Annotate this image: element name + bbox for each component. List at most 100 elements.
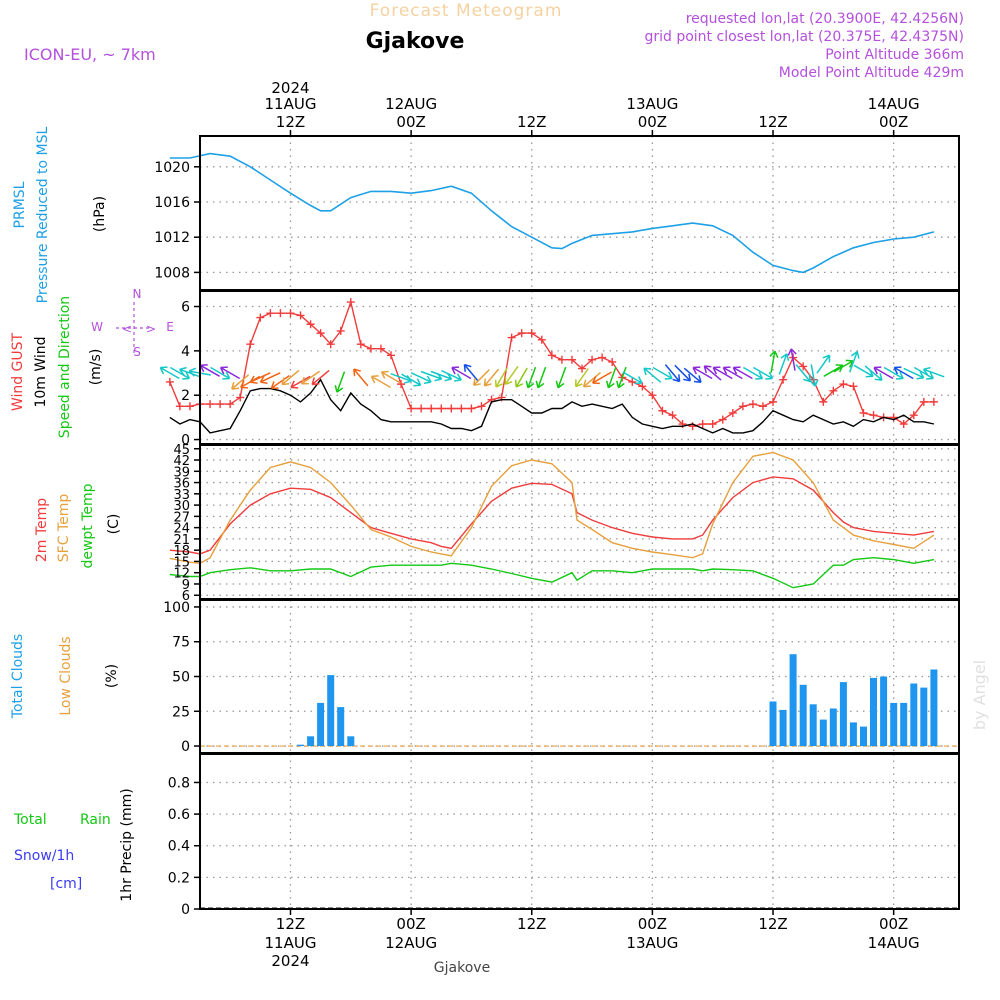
cloud-bar bbox=[297, 744, 304, 747]
wind-gust-marker bbox=[598, 353, 607, 362]
wind-dir-label: Speed and Direction bbox=[57, 296, 73, 438]
wind-direction-arrow bbox=[753, 366, 774, 380]
panel-frame bbox=[199, 135, 960, 291]
wind-gust-marker bbox=[175, 402, 184, 411]
wind-gust-marker bbox=[376, 344, 385, 353]
wind-gust-marker bbox=[869, 411, 878, 420]
y-tick-label: 36 bbox=[173, 477, 190, 492]
wind-direction-arrow bbox=[883, 366, 904, 380]
y-tick-label: 75 bbox=[172, 635, 190, 651]
compass-cross bbox=[116, 302, 152, 355]
y-tick-label: 4 bbox=[181, 344, 190, 360]
compass-letter: N bbox=[133, 287, 142, 301]
wind-direction-arrow bbox=[722, 366, 743, 380]
top-x-tick-label: 00Z bbox=[879, 113, 908, 131]
wind-direction-arrow bbox=[249, 372, 271, 384]
cloud-bar bbox=[779, 709, 787, 747]
wind-gust-marker bbox=[919, 397, 928, 406]
wind-direction-arrow bbox=[622, 371, 643, 385]
wind-gust-marker bbox=[648, 391, 657, 400]
wind-direction-arrow bbox=[605, 366, 617, 389]
wind-gust-marker bbox=[899, 420, 908, 429]
wind-gust-marker bbox=[929, 397, 938, 406]
bottom-x-tick-label: 00Z bbox=[638, 915, 667, 933]
precip-ylabel: 1hr Precip (mm) bbox=[119, 788, 135, 901]
precip-rain-label: Rain bbox=[80, 812, 111, 828]
top-x-tick-label: 12Z bbox=[758, 113, 787, 131]
wind-gust-marker bbox=[668, 411, 677, 420]
wind-direction-arrow bbox=[259, 372, 281, 384]
wind-gust-marker bbox=[738, 402, 747, 411]
y-tick-label: 27 bbox=[173, 510, 190, 525]
y-tick-label: 0 bbox=[181, 902, 190, 918]
bottom-x-tick-label: 00Z bbox=[879, 915, 908, 933]
wind-direction-arrow bbox=[555, 366, 567, 389]
snow-unit-label: [cm] bbox=[50, 876, 82, 892]
wind-direction-arrow bbox=[778, 353, 790, 375]
bottom-x-tick-label: 13AUG bbox=[626, 934, 678, 952]
cloud-bar bbox=[870, 677, 877, 747]
y-tick-label: 0.6 bbox=[168, 807, 190, 823]
wind-gust-marker bbox=[326, 340, 335, 349]
sfc-temp-label: SFC Temp bbox=[56, 494, 72, 563]
y-tick-label: 1012 bbox=[154, 230, 190, 246]
wind-direction-arrow bbox=[199, 364, 220, 377]
top-x-tick-label: 11AUG bbox=[265, 95, 317, 113]
wind-direction-arrow bbox=[732, 366, 753, 380]
wind-gust-marker bbox=[557, 355, 566, 364]
y-tick-label: 1016 bbox=[154, 195, 190, 211]
wind-gust-marker bbox=[829, 386, 838, 395]
pressure-line bbox=[169, 152, 935, 274]
wind-direction-arrow bbox=[159, 366, 180, 380]
wind-direction-arrow bbox=[873, 366, 894, 380]
cloud-bar bbox=[799, 684, 807, 746]
wind-direction-arrow bbox=[311, 369, 330, 386]
wind-direction-arrow bbox=[795, 364, 811, 383]
wind-gust-marker bbox=[547, 351, 556, 360]
wind-gust-marker bbox=[769, 397, 778, 406]
precip-total-label: Total bbox=[13, 812, 47, 828]
wind-speed-line bbox=[169, 378, 935, 434]
panel-labels: PRMSL Pressure Reduced to MSL (hPa) Wind… bbox=[10, 126, 135, 901]
wind-gust-marker bbox=[728, 408, 737, 417]
wind-direction-arrow bbox=[290, 375, 311, 389]
prmsl-label: PRMSL bbox=[12, 181, 28, 228]
wind-gust-marker bbox=[316, 329, 325, 338]
wind-direction-arrow bbox=[674, 364, 692, 382]
dewpt-line bbox=[169, 556, 935, 589]
top-x-tick-label: 13AUG bbox=[626, 95, 678, 113]
cloud-bar bbox=[819, 719, 827, 746]
compass-letter: W bbox=[91, 320, 103, 334]
wind-direction-arrow bbox=[210, 366, 231, 380]
wind-direction-arrow bbox=[816, 354, 831, 374]
wind-direction-arrow bbox=[692, 366, 713, 380]
top-x-tick-label: 12Z bbox=[276, 113, 305, 131]
wind-direction-arrow bbox=[463, 363, 480, 382]
wind-gust-marker bbox=[718, 415, 727, 424]
y-tick-label: 30 bbox=[173, 499, 190, 514]
wind-direction-arrow bbox=[300, 370, 321, 385]
wind-gust-marker bbox=[206, 400, 215, 409]
cloud-bar bbox=[839, 682, 847, 747]
wind-direction-arrow bbox=[514, 367, 528, 388]
wind-gust-marker bbox=[286, 309, 295, 318]
wind-gust-marker bbox=[588, 355, 597, 364]
wind-direction-arrow bbox=[370, 375, 391, 389]
wind-direction-arrow bbox=[809, 364, 819, 387]
y-tick-label: 100 bbox=[163, 600, 190, 616]
wind-gust-label: Wind GUST bbox=[10, 332, 26, 411]
cloud-bar bbox=[930, 669, 938, 746]
wind-gust-marker bbox=[819, 397, 828, 406]
axis-labels: 1008101210161020024669121518212427303336… bbox=[154, 79, 919, 970]
wind-gust-marker bbox=[246, 340, 255, 349]
y-tick-label: 0 bbox=[181, 433, 190, 449]
wind-compass: N S W E < > bbox=[91, 287, 174, 359]
wind-direction-arrow bbox=[743, 366, 764, 380]
bottom-x-tick-label: 14AUG bbox=[868, 934, 920, 952]
footer-station: Gjakove bbox=[434, 960, 490, 976]
wind-gust-marker bbox=[306, 320, 315, 329]
wind-direction-arrow bbox=[848, 350, 860, 373]
point-altitude: Point Altitude 366m bbox=[825, 47, 964, 63]
y-tick-label: 45 bbox=[173, 443, 190, 458]
